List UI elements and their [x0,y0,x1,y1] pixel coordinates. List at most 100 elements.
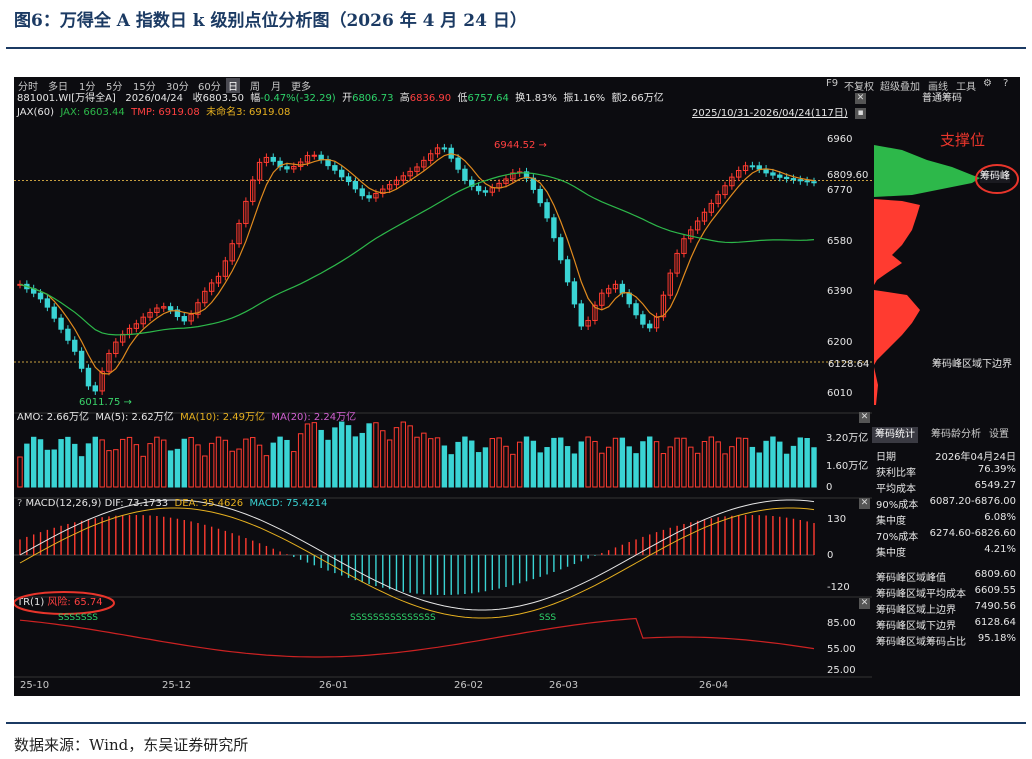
candle-body [688,229,694,240]
period-tab-fenshi[interactable]: 分时 [18,82,38,93]
help-icon[interactable]: ? [1003,78,1009,89]
peak_stats-value: 6128.64 [974,617,1016,628]
candle-body [421,159,427,168]
volume-bar [763,440,769,488]
amo-ma5: MA(5): 2.62万亿 [95,412,174,423]
period-tab-1m[interactable]: 1分 [79,82,96,93]
candle-body [585,319,591,327]
draw-button[interactable]: 画线 [928,82,948,93]
candle-body [756,165,762,170]
period-tab-30m[interactable]: 30分 [166,82,189,93]
overlay-button[interactable]: 超级叠加 [880,82,920,93]
price-tick: 6770 [827,185,853,196]
volume-bar [58,439,64,488]
candle-body [284,166,290,170]
volume-bar [250,437,256,488]
volume-bar [612,437,619,488]
tr-tick-mid: 55.00 [827,644,856,655]
period-tab-5m[interactable]: 5分 [106,82,123,93]
period-tab-day[interactable]: 日 [226,78,240,93]
candle-body [236,222,242,245]
volume-bar [749,446,756,488]
date-range-label[interactable]: 2025/10/31-2026/04/24(117日) [692,108,848,119]
candle-body [605,288,612,294]
candle-body [578,303,584,327]
chip-title: 普通筹码 [922,93,962,104]
tr-close-icon[interactable]: ✕ [859,598,870,609]
high-label: 高 [399,93,410,104]
adjust-button[interactable]: 不复权 [844,82,874,93]
candle-body [708,202,715,213]
volume-bar [393,427,400,488]
volume-bar [195,444,201,488]
volume-bar [722,453,728,488]
volume-bar [708,436,715,488]
peak_stats-row: 筹码峰区域筹码占比 95.18% [876,633,1016,648]
volume-bar [537,452,543,488]
volume-bar [427,438,434,488]
close-icon[interactable]: ✕ [855,93,866,104]
amo-close-icon[interactable]: ✕ [859,412,870,423]
candle-body [475,185,482,192]
stats-row: 日期 2026年04月24日 [876,448,1016,463]
low-annotation: 6011.75 → [79,397,132,408]
volume-bar [530,440,537,488]
candle-body [243,200,249,224]
volume-bar [359,432,365,488]
period-tab-15m[interactable]: 15分 [133,82,156,93]
gear-icon[interactable]: ⚙ [983,78,992,89]
volume-bar [284,439,290,488]
period-tab-multiday[interactable]: 多日 [48,82,68,93]
volume-bar [332,427,338,488]
peak_stats-key: 筹码峰区域上边界 [876,605,956,616]
volume-bar [263,455,270,488]
volume-bar [790,445,797,488]
volume-bar [729,446,735,488]
macd-close-icon[interactable]: ✕ [859,498,870,509]
volume-bar [174,448,181,488]
volume-bar [345,425,352,488]
candle-body [660,294,667,318]
candle-body [729,176,735,187]
stats-key: 集中度 [876,516,906,527]
candle-body [161,306,167,309]
candle-body [722,185,728,196]
candle-body [455,157,461,170]
volume-bar [208,442,215,488]
volume-bar [256,444,263,488]
candle-body [188,313,194,322]
tab-chip-settings[interactable]: 设置 [989,429,1009,440]
volume-bar [352,436,359,488]
tools-button[interactable]: 工具 [956,82,976,93]
candle-body [783,176,790,180]
peak_stats-value: 95.18% [977,633,1016,644]
macd-dea-line [19,507,815,619]
tab-chip-age[interactable]: 筹码龄分析 [931,429,981,440]
candle-body [373,192,379,199]
period-tab-60m[interactable]: 60分 [198,82,221,93]
period-tab-more[interactable]: 更多 [291,82,311,93]
candle-body [85,367,92,387]
volume-bar [17,456,23,488]
volume-bar [674,437,680,488]
period-tab-month[interactable]: 月 [271,82,281,93]
stats-value: 76.39% [977,464,1016,475]
expand-icon[interactable]: ▪ [855,108,866,119]
candle-body [674,252,680,274]
macd-tick-zero: 0 [827,550,834,561]
volume-bar [229,450,235,488]
volume-bar [647,436,653,488]
ma-legend: JAX(60) JAX: 6603.44 TMP: 6919.08 未命名3: … [17,107,290,119]
volume-bar [551,437,557,488]
stats-row: 平均成本 6549.27 [876,480,1016,495]
f9-button[interactable]: F9 [826,78,839,89]
candle-body [742,165,749,171]
stats-row: 集中度 6.08% [876,512,1016,527]
candle-body [564,259,571,283]
period-tab-week[interactable]: 周 [250,82,260,93]
peak_stats-row: 筹码峰区域峰值 6809.60 [876,569,1016,584]
tab-chip-stats[interactable]: 筹码统计 [872,427,918,443]
candle-body [195,302,201,315]
figure-title: 图6：万得全 A 指数日 k 级别点位分析图（2026 年 4 月 24 日） [14,11,527,31]
chip-tabs: 筹码统计 筹码龄分析 设置 [872,427,1020,443]
